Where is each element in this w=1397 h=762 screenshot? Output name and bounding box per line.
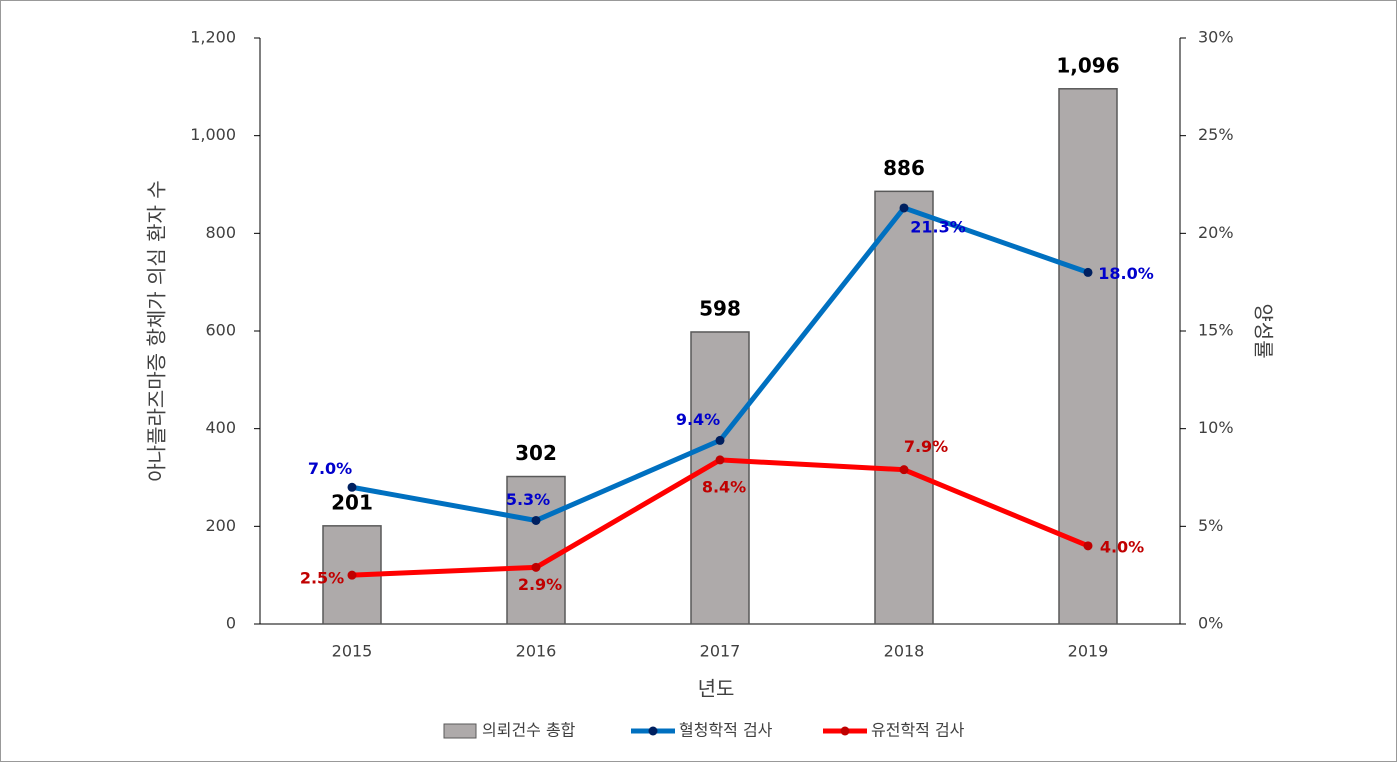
legend-marker: [648, 726, 658, 736]
y-tick-label: 200: [205, 516, 236, 535]
marker: [347, 570, 357, 580]
y2-tick-label: 30%: [1198, 28, 1234, 47]
bar: [506, 475, 566, 625]
y-tick-label: 600: [205, 321, 236, 340]
line-value-label: 5.3%: [506, 490, 550, 509]
legend-label: 혈청학적 검사: [679, 721, 773, 740]
x-tick-label: 2017: [700, 642, 741, 661]
marker: [1083, 541, 1093, 551]
y2-axis-label: 양성률: [1252, 303, 1276, 358]
y-axis-label: 아나플라즈마증 항체가 의심 환자 수: [145, 180, 169, 481]
marker: [347, 482, 357, 492]
line-value-label: 8.4%: [702, 477, 746, 496]
marker: [531, 562, 541, 572]
bar: [1058, 88, 1118, 625]
marker: [531, 515, 541, 525]
marker: [899, 465, 909, 475]
x-tick-label: 2015: [332, 642, 373, 661]
y2-tick-label: 5%: [1198, 516, 1223, 535]
bar-value-label: 302: [515, 441, 557, 465]
marker: [1083, 267, 1093, 277]
line-value-label: 2.9%: [518, 575, 562, 594]
legend-label: 의뢰건수 총합: [482, 721, 576, 740]
x-tick-label: 2016: [516, 642, 557, 661]
line-value-label: 7.0%: [308, 459, 352, 478]
line-value-label: 21.3%: [910, 217, 966, 236]
marker: [899, 203, 909, 213]
y-tick-label: 800: [205, 223, 236, 242]
marker: [715, 455, 725, 465]
legend-label: 유전학적 검사: [871, 721, 965, 740]
bar: [690, 331, 750, 625]
line-value-label: 4.0%: [1100, 537, 1144, 556]
y-tick-label: 0: [226, 614, 236, 633]
y-tick-label: 1,200: [190, 28, 236, 47]
bar-value-label: 598: [699, 296, 741, 320]
bar-value-label: 201: [331, 490, 373, 514]
y2-tick-label: 15%: [1198, 321, 1234, 340]
legend-swatch: [443, 723, 477, 739]
x-tick-label: 2019: [1068, 642, 1109, 661]
legend-marker: [840, 726, 850, 736]
line-value-label: 18.0%: [1098, 264, 1154, 283]
x-tick-label: 2018: [884, 642, 925, 661]
y-tick-label: 1,000: [190, 125, 236, 144]
line-value-label: 2.5%: [300, 569, 344, 588]
bar: [874, 190, 934, 625]
bar-value-label: 1,096: [1056, 53, 1119, 77]
marker: [715, 435, 725, 445]
y2-tick-label: 0%: [1198, 614, 1223, 633]
y2-tick-label: 25%: [1198, 125, 1234, 144]
line-value-label: 9.4%: [676, 410, 720, 429]
line-value-label: 7.9%: [904, 437, 948, 456]
y2-tick-label: 20%: [1198, 223, 1234, 242]
x-axis-label: 년도: [698, 677, 735, 701]
bar-value-label: 886: [883, 156, 925, 180]
y-tick-label: 400: [205, 418, 236, 437]
y2-tick-label: 10%: [1198, 418, 1234, 437]
